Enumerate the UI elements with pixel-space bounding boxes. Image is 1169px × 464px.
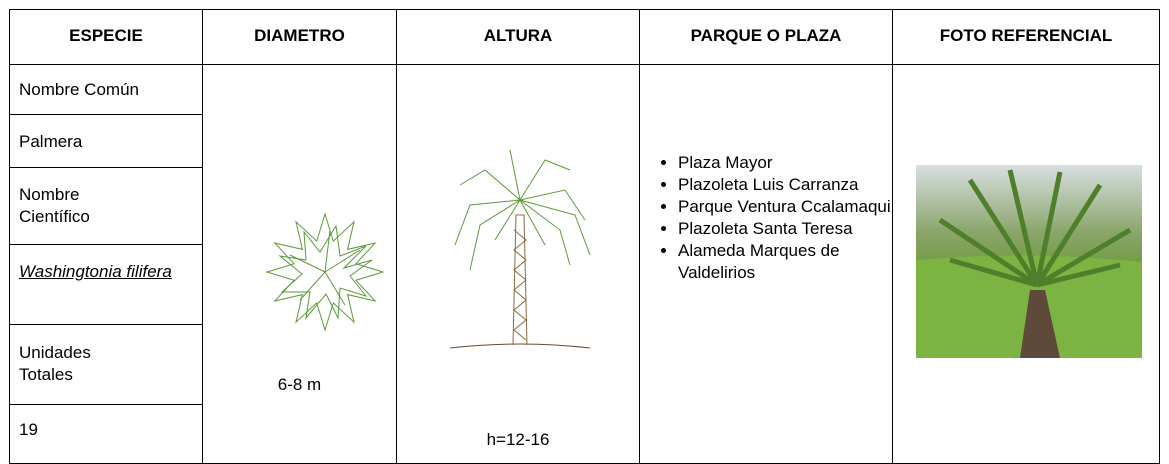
parks-list: Plaza Mayor Plazoleta Luis Carranza Parq… (654, 152, 898, 284)
park-item: Plazoleta Santa Teresa (678, 218, 898, 240)
header-cell: PARQUE O PLAZA (639, 9, 893, 65)
park-item: Plaza Mayor (678, 152, 898, 174)
parks-cell: Plaza Mayor Plazoleta Luis Carranza Parq… (639, 64, 893, 464)
species-cell: Palmera (9, 114, 203, 168)
species-cell: Unidades Totales (9, 324, 203, 405)
park-item: Parque Ventura Ccalamaqui (678, 196, 898, 218)
species-cell: 19 (9, 404, 203, 464)
height-text: h=12-16 (486, 430, 550, 449)
header-cell: FOTO REFERENCIAL (892, 9, 1160, 65)
diameter-text: 6-8 m (277, 375, 322, 394)
height-cell: h=12-16 (396, 64, 640, 464)
park-item: Plazoleta Luis Carranza (678, 174, 898, 196)
park-item: Alameda Marques de Valdelirios (678, 240, 898, 284)
header-cell: ALTURA (396, 9, 640, 65)
photo-cell (892, 64, 1160, 464)
species-cell: Nombre Común (9, 64, 203, 115)
species-cell: Washingtonia filifera (9, 244, 203, 325)
scientific-name: Washingtonia filifera (19, 262, 172, 281)
header-cell: DIAMETRO (202, 9, 397, 65)
diameter-cell: 6-8 m (202, 64, 397, 464)
species-cell: Nombre Científico (9, 167, 203, 245)
header-cell: ESPECIE (9, 9, 203, 65)
